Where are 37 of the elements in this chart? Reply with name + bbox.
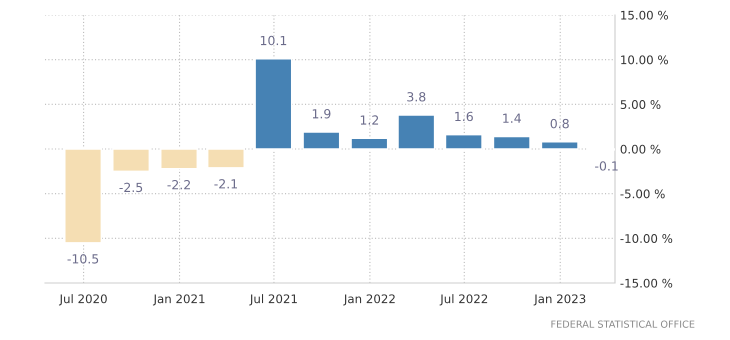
data-label: -2.1 xyxy=(214,179,237,188)
x-tick-label: Jan 2023 xyxy=(534,294,586,306)
bar xyxy=(397,114,436,150)
data-label: -2.5 xyxy=(119,182,142,192)
bar xyxy=(302,131,340,150)
y-tick-label: -5.00 % xyxy=(620,189,665,198)
x-tick-label: Jan 2021 xyxy=(152,294,204,306)
y-tick-label: 5.00 % xyxy=(620,100,660,109)
data-label: 3.8 xyxy=(407,92,426,102)
bar xyxy=(540,141,579,150)
data-label: 1.4 xyxy=(503,114,521,123)
data-label: 10.1 xyxy=(260,36,286,46)
x-tick-label: Jan 2022 xyxy=(343,294,395,306)
data-label: -0.1 xyxy=(595,161,618,171)
x-tick-label: Jul 2021 xyxy=(249,294,297,306)
bar xyxy=(492,136,531,150)
text: FEDERAL STATISTICAL OFFICE xyxy=(551,320,694,328)
data-label: 1.9 xyxy=(312,109,330,118)
data-label: 1.6 xyxy=(455,112,473,122)
bar xyxy=(207,148,245,168)
y-tick-label: 15.00 % xyxy=(621,10,668,20)
bar xyxy=(64,148,102,244)
bar xyxy=(444,134,483,150)
y-tick-label: 10.00 % xyxy=(621,55,668,64)
bar xyxy=(350,138,388,150)
bar xyxy=(160,148,198,170)
bar xyxy=(254,58,292,150)
data-label: 1.2 xyxy=(360,115,378,125)
x-tick-label: Jul 2022 xyxy=(440,294,488,306)
y-tick-label: -15.00 % xyxy=(620,278,672,288)
data-label: 0.8 xyxy=(550,118,569,128)
x-tick-label: Jul 2020 xyxy=(58,294,107,306)
bar xyxy=(112,148,150,172)
data-label: -10.5 xyxy=(68,254,98,264)
y-tick-label: -10.00 % xyxy=(620,234,672,243)
data-label: -2.2 xyxy=(167,180,190,190)
y-tick-label: 0.00 % xyxy=(620,144,660,154)
